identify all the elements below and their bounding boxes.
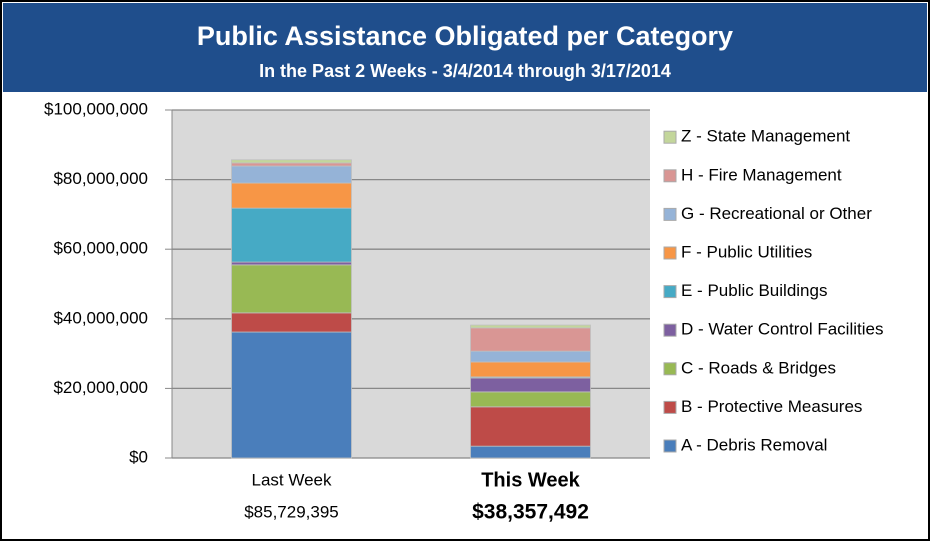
y-tick-label: $40,000,000 <box>53 308 148 327</box>
bar-segment <box>470 324 591 329</box>
bar-segment <box>231 165 352 184</box>
total-label: $38,357,492 <box>472 501 589 524</box>
legend-label: A - Debris Removal <box>681 435 827 454</box>
legend-label: G - Recreational or Other <box>681 204 872 223</box>
bar-segment <box>231 159 352 164</box>
bar-segment <box>231 331 352 459</box>
x-tick-label: This Week <box>481 469 580 491</box>
legend-swatch <box>663 439 677 453</box>
bar-segment <box>231 261 352 266</box>
legend-swatch <box>663 323 677 337</box>
total-label: $85,729,395 <box>244 502 339 521</box>
legend-label: Z - State Management <box>681 127 850 146</box>
legend-label: C - Roads & Bridges <box>681 358 836 377</box>
bar-segment <box>231 162 352 167</box>
legend-label: E - Public Buildings <box>681 281 827 300</box>
y-tick-label: $0 <box>129 447 148 466</box>
bar-segment <box>470 350 591 363</box>
legend-label: D - Water Control Facilities <box>681 320 883 339</box>
bar-segment <box>231 207 352 263</box>
title-banner <box>3 3 927 92</box>
chart-title: Public Assistance Obligated per Category <box>197 21 733 51</box>
legend-swatch <box>663 207 677 221</box>
bar-segment <box>470 327 591 352</box>
y-tick-label: $80,000,000 <box>53 169 148 188</box>
legend-swatch <box>663 130 677 144</box>
bar-segment <box>470 377 591 393</box>
legend-swatch <box>663 285 677 299</box>
legend-label: F - Public Utilities <box>681 242 812 261</box>
bar-segment <box>231 312 352 333</box>
bar-segment <box>470 391 591 408</box>
bar-segment <box>470 406 591 447</box>
y-tick-label: $20,000,000 <box>53 378 148 397</box>
bar-segment <box>470 361 591 378</box>
y-tick-label: $100,000,000 <box>44 99 148 118</box>
legend-label: H - Fire Management <box>681 165 842 184</box>
x-tick-label: Last Week <box>251 470 332 489</box>
y-tick-label: $60,000,000 <box>53 239 148 258</box>
chart-subtitle: In the Past 2 Weeks - 3/4/2014 through 3… <box>259 61 671 81</box>
bar-segment <box>470 445 591 459</box>
legend-swatch <box>663 246 677 260</box>
bar-segment <box>231 264 352 314</box>
legend-label: B - Protective Measures <box>681 397 862 416</box>
legend-swatch <box>663 400 677 414</box>
legend-swatch <box>663 362 677 376</box>
bar-segment <box>231 182 352 209</box>
legend-swatch <box>663 169 677 183</box>
